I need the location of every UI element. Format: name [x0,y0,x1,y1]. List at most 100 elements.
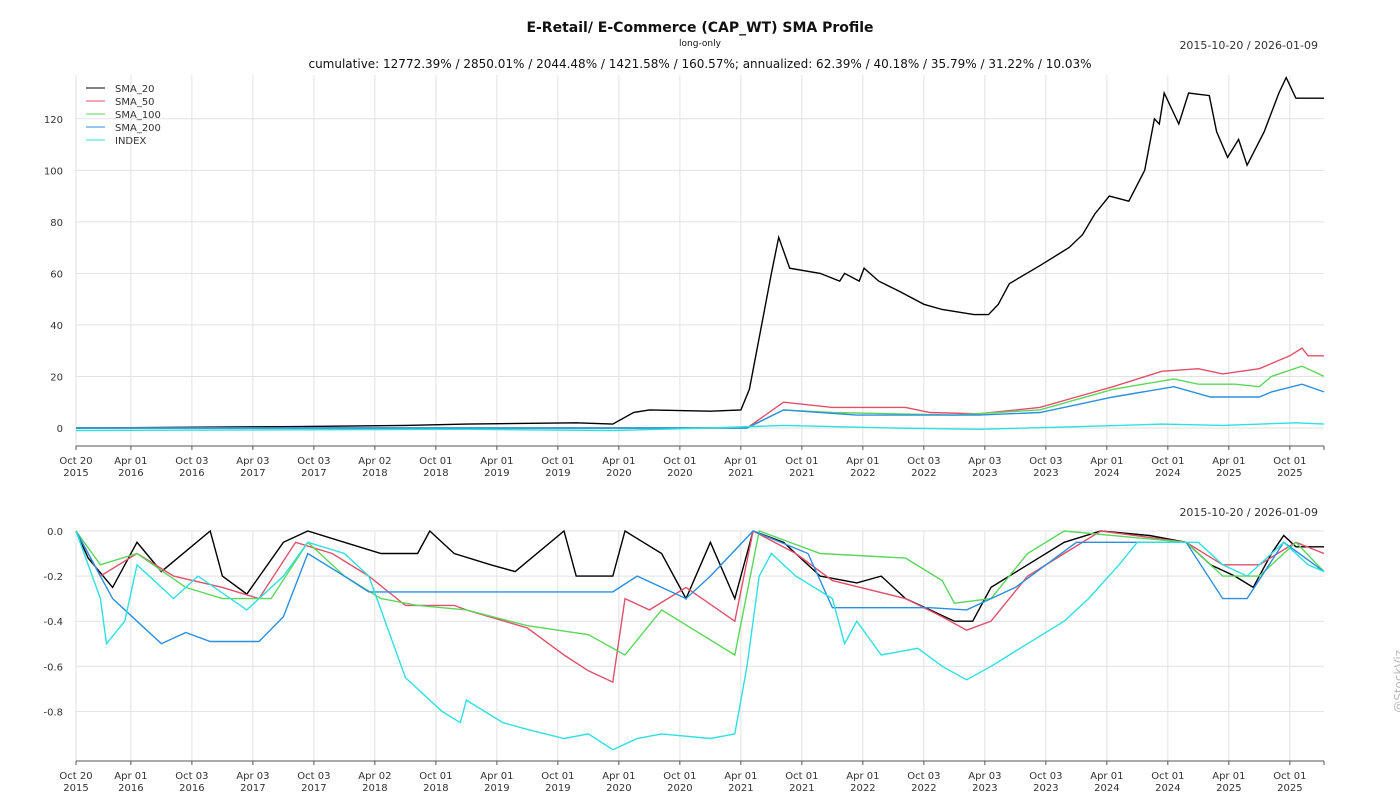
x-tick-label-line2: 2021 [789,468,814,479]
series-line-sma_50 [75,529,1325,684]
y-tick-label: 60 [50,269,63,280]
x-tick-label: Apr 02 2018 [358,456,391,479]
series-line-sma_200 [76,383,1325,429]
x-tick-label-line1: Oct 01 [785,456,818,467]
series-line-index [75,530,1325,751]
x-tick-label: Apr 01 2016 [114,771,147,794]
x-tick-label: Apr 01 2021 [724,771,757,794]
x-tick-label-line2: 2024 [1094,468,1119,479]
x-tick-label-line1: Oct 01 [1273,456,1306,467]
x-tick-label-line1: Apr 01 [602,771,635,782]
x-tick-label-line2: 2018 [423,468,448,479]
legend-label: INDEX [115,136,146,147]
x-tick-label-line1: Apr 03 [968,456,1001,467]
x-tick-label-line2: 2018 [423,783,448,794]
x-tick-label-line2: 2025 [1277,783,1302,794]
x-tick-label: Oct 20 2015 [59,771,92,794]
chart-subtitle: long-only [679,39,721,49]
x-tick-label: Apr 01 2025 [1212,456,1245,479]
x-tick-label-line2: 2025 [1216,468,1241,479]
x-tick-label: Oct 01 2018 [419,456,452,479]
x-tick-label: Oct 01 2021 [785,456,818,479]
x-tick-label-line1: Oct 01 [541,771,574,782]
x-tick-label-line2: 2015 [63,783,88,794]
y-tick-label: 0.0 [47,527,63,538]
x-tick-label: Oct 03 2017 [297,456,330,479]
x-tick-label-line2: 2020 [606,468,631,479]
x-tick-label-line2: 2020 [667,468,692,479]
x-tick-label-line1: Oct 03 [297,771,330,782]
legend-label: SMA_100 [115,110,161,121]
y-tick-label: -0.8 [43,707,63,718]
y-tick-label: 40 [50,321,63,332]
x-tick-label: Oct 01 2019 [541,771,574,794]
x-tick-label: Apr 01 2025 [1212,771,1245,794]
x-tick-label-line1: Apr 01 [480,771,513,782]
x-tick-label: Oct 01 2025 [1273,456,1306,479]
x-tick-label-line2: 2022 [911,783,936,794]
x-tick-label-line2: 2021 [728,468,753,479]
y-tick-label: 20 [50,372,63,383]
y-tick-label: 0 [57,424,63,435]
x-tick-label-line1: Apr 01 [480,456,513,467]
x-tick-label-line2: 2025 [1277,468,1302,479]
series-line-sma_20 [75,75,1324,429]
x-tick-label: Oct 03 2023 [1029,456,1062,479]
x-tick-label-line2: 2016 [118,468,143,479]
x-tick-label-line2: 2018 [362,783,387,794]
x-tick-label-line2: 2019 [545,468,570,479]
series-line-sma_100 [75,530,1325,657]
x-tick-label-line1: Apr 01 [724,456,757,467]
x-tick-label-line1: Apr 01 [846,771,879,782]
x-tick-label-line2: 2019 [484,468,509,479]
y-tick-label: -0.2 [43,572,63,583]
date-range-bottom: 2015-10-20 / 2026-01-09 [1179,506,1318,519]
x-tick-label-line2: 2015 [63,468,88,479]
x-tick-label-line1: Apr 01 [114,771,147,782]
legend-label: SMA_50 [115,97,155,108]
x-tick-label-line2: 2019 [545,783,570,794]
x-tick-label: Apr 01 2019 [480,456,513,479]
x-tick-label: Apr 01 2022 [846,456,879,479]
x-tick-label-line2: 2020 [606,783,631,794]
x-tick-label-line2: 2016 [118,783,143,794]
x-tick-label-line1: Oct 01 [419,771,452,782]
x-tick-label-line2: 2021 [728,783,753,794]
x-tick-label-line1: Apr 01 [846,456,879,467]
x-tick-label-line1: Oct 01 [1151,771,1184,782]
x-tick-label: Apr 03 2023 [968,456,1001,479]
y-tick-label: 100 [44,166,63,177]
chart-title: E-Retail/ E-Commerce (CAP_WT) SMA Profil… [526,20,874,36]
x-tick-label-line1: Apr 01 [602,456,635,467]
x-tick-label-line2: 2016 [179,783,204,794]
x-tick-label-line1: Apr 02 [358,456,391,467]
x-tick-label: Oct 01 2019 [541,456,574,479]
x-tick-label-line2: 2024 [1155,783,1180,794]
x-tick-label: Oct 03 2016 [175,456,208,479]
x-tick-label: Apr 01 2021 [724,456,757,479]
x-tick-label: Oct 20 2015 [59,456,92,479]
x-tick-label: Oct 01 2018 [419,771,452,794]
x-tick-label-line2: 2024 [1094,783,1119,794]
x-tick-label: Apr 01 2019 [480,771,513,794]
x-tick-label: Oct 03 2022 [907,771,940,794]
x-tick-label-line1: Oct 01 [785,771,818,782]
x-tick-label-line1: Oct 03 [175,456,208,467]
x-tick-label: Apr 01 2022 [846,771,879,794]
x-tick-label-line2: 2023 [972,468,997,479]
x-tick-label-line2: 2023 [1033,468,1058,479]
x-tick-label: Apr 01 2020 [602,771,635,794]
x-tick-label-line2: 2025 [1216,783,1241,794]
x-tick-label: Apr 01 2024 [1090,771,1123,794]
x-tick-label-line1: Apr 01 [1090,456,1123,467]
legend-label: SMA_200 [115,123,161,134]
date-range-top: 2015-10-20 / 2026-01-09 [1179,39,1318,52]
x-tick-label-line1: Oct 03 [1029,456,1062,467]
x-tick-label-line2: 2022 [850,468,875,479]
y-tick-label: -0.4 [43,617,63,628]
x-tick-label-line1: Oct 01 [1273,771,1306,782]
x-tick-label-line1: Oct 20 [59,771,92,782]
